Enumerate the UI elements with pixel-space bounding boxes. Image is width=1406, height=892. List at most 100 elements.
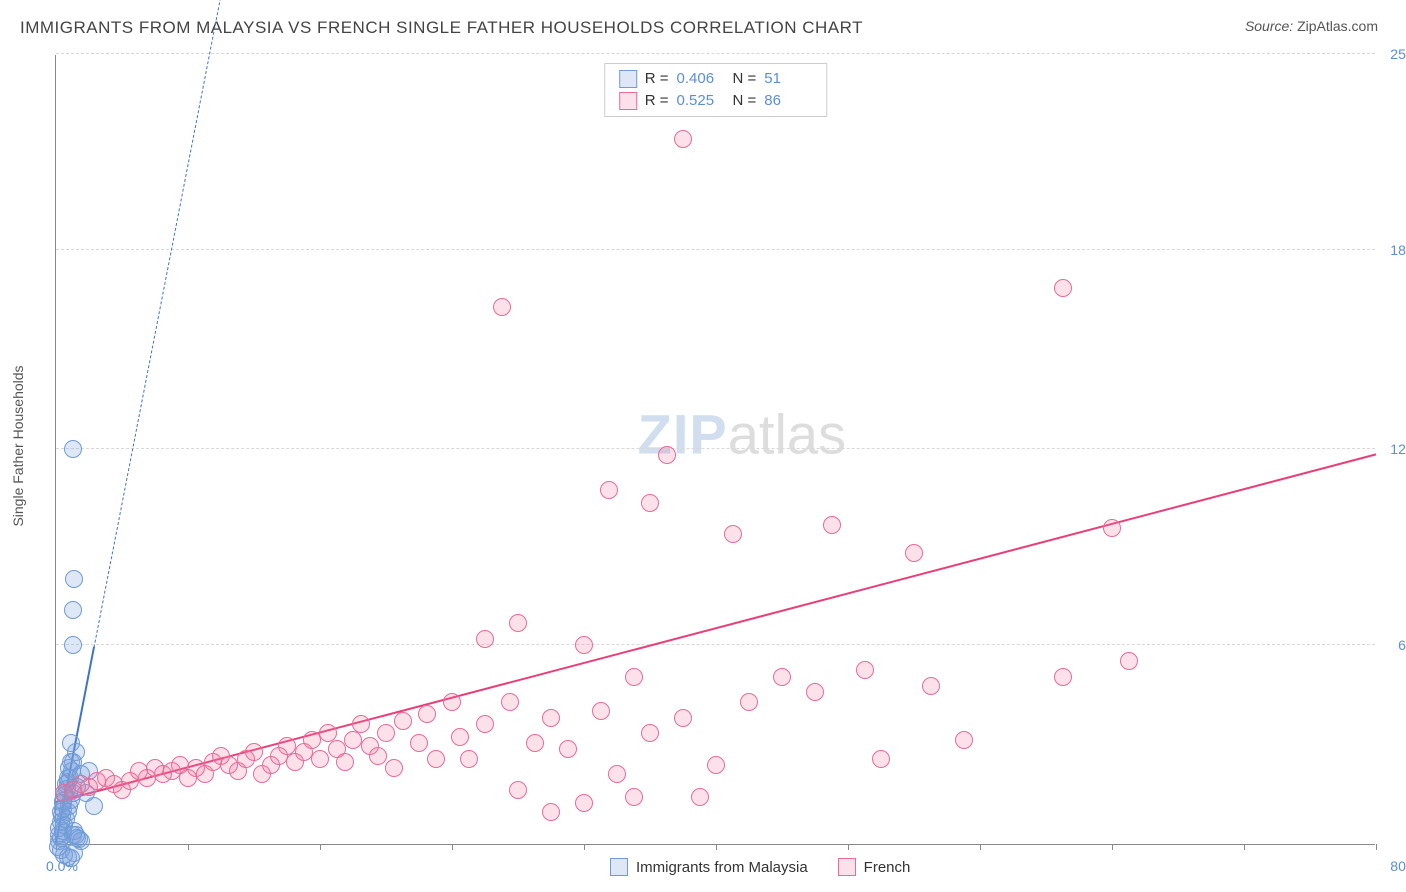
- legend-item-malaysia: Immigrants from Malaysia: [610, 858, 808, 876]
- y-tick-label: 18.8%: [1380, 242, 1406, 258]
- data-point-french: [592, 702, 610, 720]
- r-value-french: 0.525: [677, 90, 725, 112]
- source-label: Source:: [1245, 18, 1297, 34]
- data-point-french: [773, 668, 791, 686]
- n-value-malaysia: 51: [764, 68, 812, 90]
- n-label: N =: [733, 68, 757, 90]
- data-point-french: [691, 788, 709, 806]
- data-point-french: [418, 705, 436, 723]
- legend-label-french: French: [864, 859, 911, 876]
- data-point-french: [955, 731, 973, 749]
- swatch-malaysia: [610, 858, 628, 876]
- series-legend: Immigrants from Malaysia French: [610, 858, 910, 876]
- data-point-malaysia: [62, 734, 80, 752]
- data-point-french: [336, 753, 354, 771]
- x-axis-max-label: 80.0%: [1380, 858, 1406, 874]
- data-point-malaysia: [64, 601, 82, 619]
- swatch-french: [838, 858, 856, 876]
- y-tick-label: 6.3%: [1380, 637, 1406, 653]
- data-point-french: [625, 668, 643, 686]
- x-tick: [452, 844, 453, 850]
- data-point-french: [707, 756, 725, 774]
- data-point-french: [608, 765, 626, 783]
- legend-row-malaysia: R = 0.406 N = 51: [619, 68, 813, 90]
- data-point-french: [369, 747, 387, 765]
- y-tick-label: 12.5%: [1380, 441, 1406, 457]
- data-point-french: [460, 750, 478, 768]
- data-point-malaysia: [85, 797, 103, 815]
- data-point-french: [724, 525, 742, 543]
- data-point-french: [493, 298, 511, 316]
- x-tick: [320, 844, 321, 850]
- data-point-french: [575, 636, 593, 654]
- data-point-french: [559, 740, 577, 758]
- data-point-french: [245, 743, 263, 761]
- data-point-french: [476, 715, 494, 733]
- watermark-zip: ZIP: [638, 402, 728, 465]
- data-point-french: [674, 130, 692, 148]
- n-value-french: 86: [764, 90, 812, 112]
- gridline: [56, 644, 1375, 645]
- data-point-french: [1054, 279, 1072, 297]
- data-point-french: [394, 712, 412, 730]
- data-point-french: [658, 446, 676, 464]
- source-attribution: Source: ZipAtlas.com: [1245, 18, 1378, 34]
- gridline: [56, 448, 1375, 449]
- x-tick: [980, 844, 981, 850]
- data-point-french: [641, 724, 659, 742]
- swatch-malaysia: [619, 70, 637, 88]
- chart-title: IMMIGRANTS FROM MALAYSIA VS FRENCH SINGL…: [20, 18, 863, 38]
- legend-item-french: French: [838, 858, 911, 876]
- data-point-french: [526, 734, 544, 752]
- gridline: [56, 249, 1375, 250]
- data-point-french: [476, 630, 494, 648]
- r-value-malaysia: 0.406: [677, 68, 725, 90]
- data-point-french: [427, 750, 445, 768]
- data-point-french: [501, 693, 519, 711]
- data-point-french: [385, 759, 403, 777]
- data-point-french: [922, 677, 940, 695]
- data-point-french: [303, 731, 321, 749]
- data-point-french: [352, 715, 370, 733]
- data-point-french: [509, 781, 527, 799]
- watermark-atlas: atlas: [728, 402, 846, 465]
- x-tick: [1244, 844, 1245, 850]
- data-point-french: [1103, 519, 1121, 537]
- data-point-french: [905, 544, 923, 562]
- gridline: [56, 53, 1375, 54]
- data-point-french: [451, 728, 469, 746]
- legend-label-malaysia: Immigrants from Malaysia: [636, 859, 808, 876]
- scatter-plot-area: ZIPatlas R = 0.406 N = 51 R = 0.525 N = …: [55, 55, 1375, 845]
- data-point-french: [1120, 652, 1138, 670]
- data-point-french: [823, 516, 841, 534]
- source-value: ZipAtlas.com: [1297, 18, 1378, 34]
- data-point-malaysia: [65, 570, 83, 588]
- y-axis-label: Single Father Households: [10, 365, 26, 526]
- data-point-french: [740, 693, 758, 711]
- r-label: R =: [645, 90, 669, 112]
- data-point-french: [542, 803, 560, 821]
- n-label: N =: [733, 90, 757, 112]
- r-label: R =: [645, 68, 669, 90]
- x-tick: [188, 844, 189, 850]
- data-point-french: [806, 683, 824, 701]
- data-point-french: [344, 731, 362, 749]
- trend-line: [93, 0, 394, 648]
- data-point-french: [641, 494, 659, 512]
- data-point-french: [1054, 668, 1072, 686]
- x-tick: [1376, 844, 1377, 850]
- data-point-french: [311, 750, 329, 768]
- x-tick: [1112, 844, 1113, 850]
- data-point-french: [625, 788, 643, 806]
- data-point-french: [509, 614, 527, 632]
- data-point-french: [872, 750, 890, 768]
- x-tick: [848, 844, 849, 850]
- data-point-malaysia: [64, 440, 82, 458]
- data-point-french: [600, 481, 618, 499]
- data-point-french: [443, 693, 461, 711]
- data-point-french: [542, 709, 560, 727]
- x-tick: [716, 844, 717, 850]
- correlation-legend: R = 0.406 N = 51 R = 0.525 N = 86: [604, 63, 828, 117]
- data-point-malaysia: [64, 636, 82, 654]
- data-point-french: [410, 734, 428, 752]
